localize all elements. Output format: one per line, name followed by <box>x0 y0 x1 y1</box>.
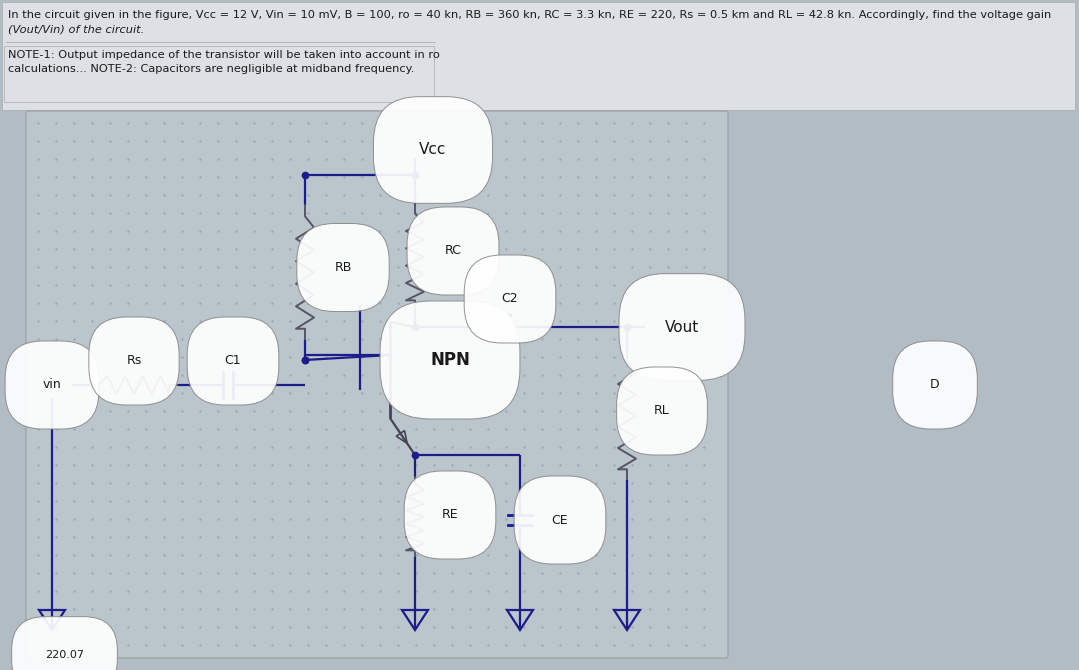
FancyBboxPatch shape <box>4 46 434 102</box>
FancyBboxPatch shape <box>2 2 1075 110</box>
Text: RB: RB <box>334 261 352 274</box>
Text: 220.07: 220.07 <box>45 650 84 660</box>
Text: Vout: Vout <box>665 320 699 334</box>
Text: C2: C2 <box>502 293 518 306</box>
Text: RC: RC <box>445 245 462 257</box>
Text: C1: C1 <box>224 354 242 368</box>
Text: D: D <box>930 379 940 391</box>
Text: calculations... NOTE-2: Capacitors are negligible at midband frequency.: calculations... NOTE-2: Capacitors are n… <box>8 64 414 74</box>
Text: (Vout/Vin) of the circuit.: (Vout/Vin) of the circuit. <box>8 24 145 34</box>
Text: Vcc: Vcc <box>420 143 447 157</box>
Text: NOTE-1: Output impedance of the transistor will be taken into account in ro: NOTE-1: Output impedance of the transist… <box>8 50 440 60</box>
Text: NPN: NPN <box>431 351 470 369</box>
FancyBboxPatch shape <box>26 111 728 658</box>
Text: RL: RL <box>654 405 670 417</box>
Text: In the circuit given in the figure, Vcc = 12 V, Vin = 10 mV, B = 100, ro = 40 kn: In the circuit given in the figure, Vcc … <box>8 10 1051 20</box>
Text: RE: RE <box>441 509 459 521</box>
Text: Rs: Rs <box>126 354 141 368</box>
Text: CE: CE <box>551 513 569 527</box>
Text: vin: vin <box>43 379 62 391</box>
